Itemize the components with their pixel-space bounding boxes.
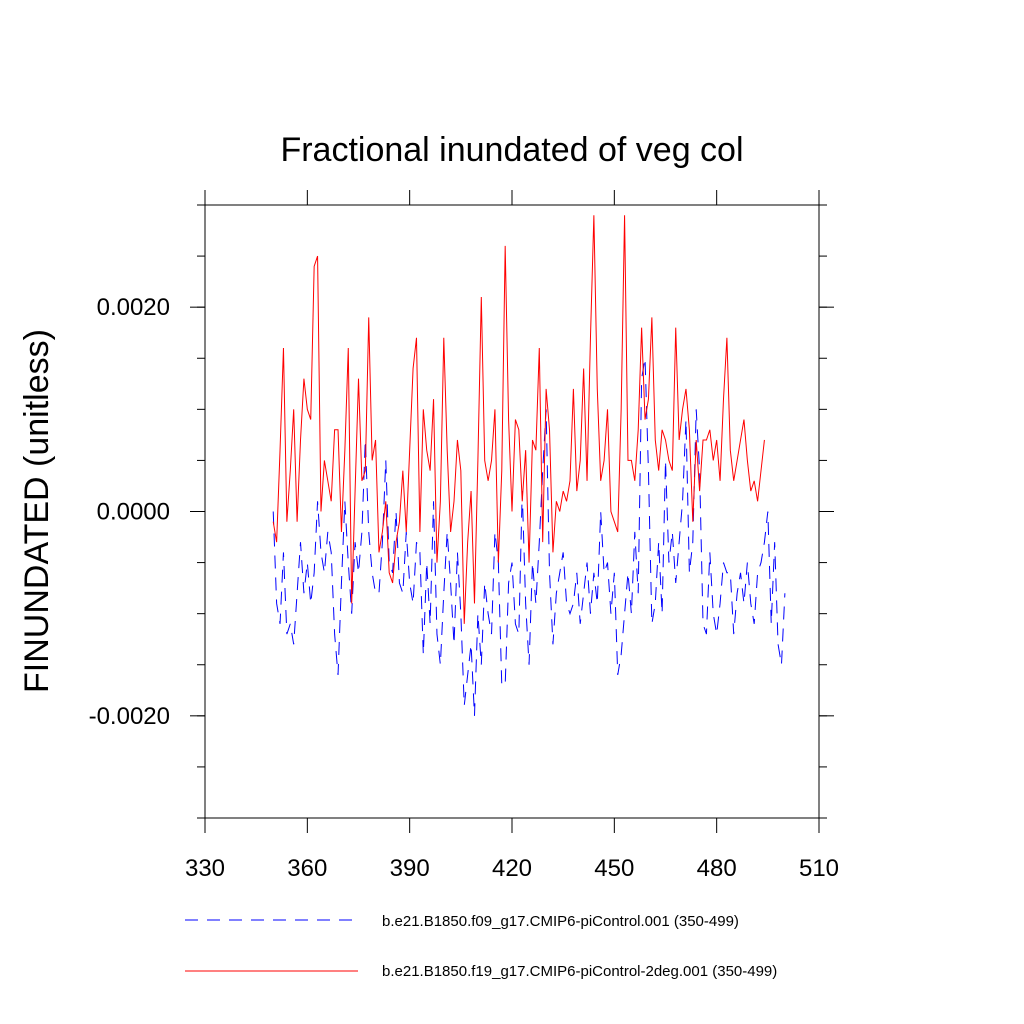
series-lines [272, 215, 786, 716]
y-tick-label: 0.0020 [97, 294, 170, 321]
axis-tick-labels: 330 360 390 420 450 480 510 -0.0020 0.0000 0.0020 [89, 294, 839, 882]
legend: b.e21.B1850.f09_g17.CMIP6-piControl.001 … [185, 913, 777, 980]
x-tick-label: 480 [697, 855, 737, 882]
plot-frame [204, 204, 820, 819]
y-tick-label: -0.0020 [89, 703, 170, 730]
x-tick-label: 510 [799, 855, 839, 882]
y-axis-label: FINUNDATED (unitless) [18, 329, 56, 693]
x-tick-label: 390 [390, 855, 430, 882]
x-tick-label: 420 [492, 855, 532, 882]
chart-title: Fractional inundated of veg col [280, 131, 743, 169]
axis-ticks [190, 190, 834, 833]
series-line-red [272, 215, 765, 624]
legend-label-red: b.e21.B1850.f19_g17.CMIP6-piControl-2deg… [382, 963, 777, 980]
y-tick-label: 0.0000 [97, 499, 170, 526]
legend-label-blue: b.e21.B1850.f09_g17.CMIP6-piControl.001 … [382, 913, 739, 930]
x-tick-label: 330 [185, 855, 225, 882]
x-tick-label: 360 [287, 855, 327, 882]
series-line-blue [272, 358, 786, 716]
x-tick-label: 450 [594, 855, 634, 882]
